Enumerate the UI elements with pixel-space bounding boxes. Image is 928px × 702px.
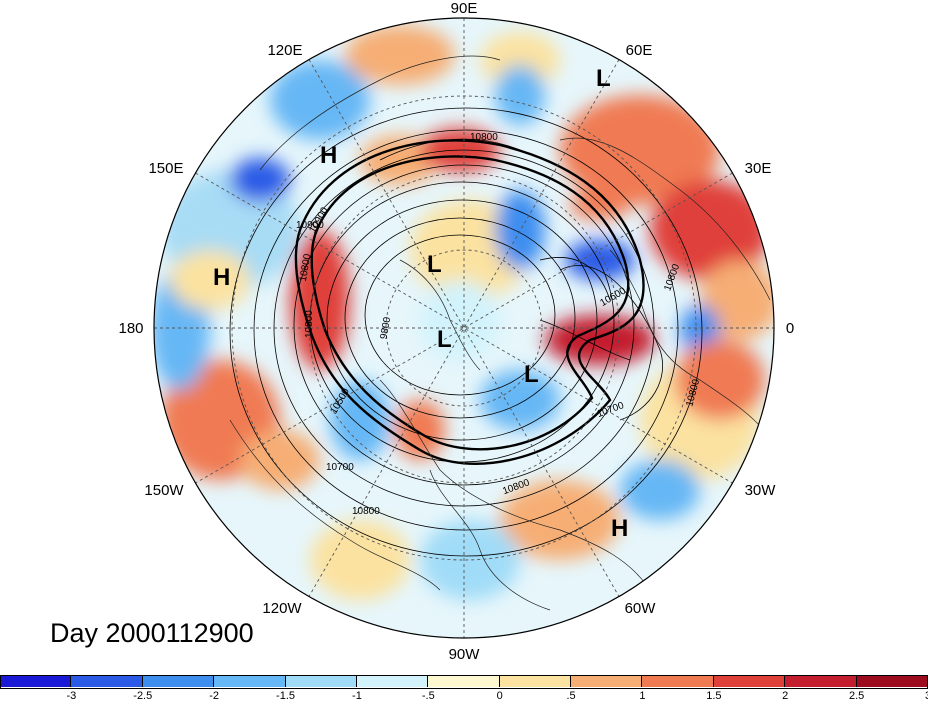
colorbar-tick-label: -.5 [421, 690, 435, 702]
contour-label: 9800 [379, 316, 394, 340]
contour-label: 10800 [352, 506, 380, 517]
graticule [154, 18, 774, 638]
colorbar-swatch [428, 675, 500, 687]
colorbar-tick-label: -1 [352, 690, 362, 702]
colorbar-swatch [356, 675, 429, 687]
lon-label-30w: 30W [745, 482, 777, 499]
lon-label-0: 0 [786, 320, 794, 337]
low-center-label: L [427, 251, 442, 278]
lon-label-30e: 30E [745, 160, 772, 177]
contour-label: 10900 [296, 220, 324, 231]
coastlines [229, 55, 771, 611]
day-title: Day 2000112900 [50, 618, 254, 648]
longitude-labels: 90E 120E 60E 150E 30E 180 0 150W 30W 120… [118, 0, 794, 663]
contour-label: 10800 [470, 132, 498, 143]
lon-label-60w: 60W [625, 600, 657, 617]
colorbar-tick-label: 2.5 [848, 690, 865, 702]
colorbar-tick-label: -3 [66, 690, 77, 702]
high-center-label: H [213, 264, 230, 291]
map-boundary [153, 17, 775, 639]
lon-label-120e: 120E [267, 42, 302, 59]
colorbar-swatch [571, 675, 643, 687]
lon-label-60e: 60E [626, 42, 653, 59]
colorbar-frame [0, 675, 928, 689]
contour-label: 10800 [304, 310, 315, 338]
high-center-label: H [611, 515, 628, 542]
colorbar-tick-label: 3 [925, 690, 928, 702]
lon-label-120w: 120W [262, 600, 302, 617]
colorbar-tick-label: 1.5 [706, 690, 722, 702]
colorbar-swatch [499, 675, 572, 687]
colorbar-tick-label: -1.5 [276, 690, 296, 702]
colorbar-swatch [713, 675, 786, 687]
colorbar-tick-label: .5 [566, 690, 576, 702]
colorbar-tick-label: 1 [639, 690, 646, 702]
colorbar-swatch [142, 675, 215, 687]
colorbar-swatch [642, 675, 714, 687]
lon-label-90w: 90W [449, 646, 481, 663]
lon-label-150w: 150W [144, 482, 184, 499]
colorbar-tick-label: -2.5 [133, 690, 153, 702]
lon-label-90e: 90E [451, 0, 478, 17]
lon-label-180: 180 [118, 320, 143, 337]
colorbar-swatch [285, 675, 357, 687]
colorbar-swatch [214, 675, 286, 687]
contour-label: 10800 [298, 253, 314, 283]
low-center-label: L [596, 65, 611, 92]
low-center-label: L [437, 326, 452, 353]
pressure-centers: H H L L L L H [213, 65, 628, 542]
colorbar-tick-label: 2 [782, 690, 789, 702]
colorbar-tick-label: 0 [496, 690, 503, 702]
low-center-label: L [524, 361, 539, 388]
colorbar-tick-label: -2 [209, 690, 220, 702]
colorbar-swatch [785, 675, 857, 687]
colorbar: -3 -2.5 -2 -1.5 -1 -.5 0 .5 1 1.5 2 2.5 3 [0, 675, 928, 702]
colorbar-swatch [0, 675, 72, 687]
high-center-label: H [320, 142, 337, 169]
colorbar-swatch [71, 675, 143, 687]
lon-label-150e: 150E [148, 160, 183, 177]
contour-label: 10700 [326, 462, 354, 473]
